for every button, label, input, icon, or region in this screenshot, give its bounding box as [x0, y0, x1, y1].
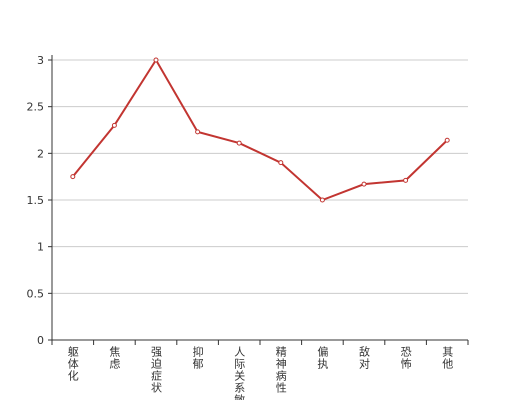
y-tick-label: 3 [37, 54, 44, 67]
y-tick-label: 1.5 [27, 194, 45, 207]
x-tick-label: 抑郁 [191, 345, 204, 370]
x-tick-label: 焦虑 [108, 346, 121, 370]
x-tick-label: 偏执 [316, 345, 329, 370]
point [319, 197, 325, 203]
point [70, 174, 76, 180]
line [72, 58, 448, 202]
point [278, 160, 284, 166]
y-tick-label: 2 [37, 147, 44, 160]
x-tick-label: 恐怖 [399, 346, 412, 370]
point [444, 137, 450, 143]
x-tick-label: 强迫症状 [150, 346, 163, 394]
x-tick-label: 躯体化 [66, 346, 79, 382]
x-tick-label: 其他 [441, 346, 454, 370]
y-tick-label: 0.5 [27, 287, 45, 300]
point [153, 57, 159, 63]
x-tick-label: 精神病性 [274, 346, 287, 394]
x-tick-label: 人际关系敏感 [233, 346, 246, 400]
point [403, 177, 409, 183]
point [236, 140, 242, 146]
y-tick-label: 2.5 [27, 101, 45, 114]
point [111, 122, 117, 128]
x-tick-label: 敌对 [358, 345, 371, 370]
y-tick-label: 1 [37, 241, 44, 254]
point [195, 129, 201, 135]
point [361, 181, 367, 187]
y-tick-label: 0 [37, 334, 44, 347]
